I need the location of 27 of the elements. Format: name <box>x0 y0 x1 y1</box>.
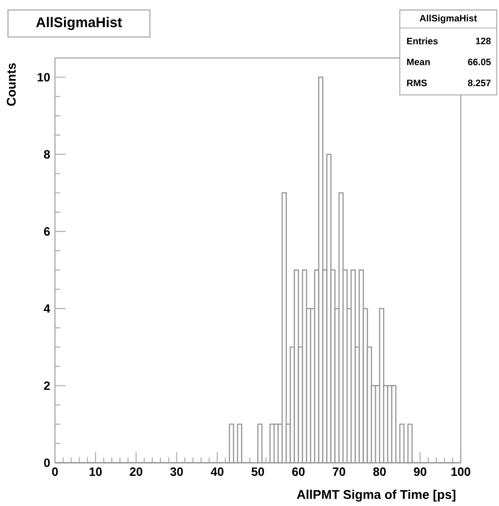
annotation: RMS <box>407 80 427 86</box>
text: 66.05 <box>468 58 491 66</box>
y-tick-label: 10 <box>38 72 50 82</box>
x-tick-label: 10 <box>90 467 102 476</box>
y-tick-label: 0 <box>44 458 50 467</box>
text: 128 <box>476 38 491 44</box>
text: AllSigmaHist <box>420 14 478 24</box>
y-axis-title: Counts <box>6 63 16 106</box>
x-tick-label: 40 <box>210 467 224 476</box>
text: Entries <box>407 38 438 44</box>
y-tick-label: 8 <box>44 150 50 159</box>
x-tick-label: 60 <box>292 467 305 476</box>
x-tick-label: 30 <box>170 467 184 476</box>
x-axis-title: AllPMT Sigma of Time [ps] <box>297 490 456 502</box>
x-tick-label: 80 <box>373 467 386 476</box>
x-tick-label: 70 <box>332 467 346 476</box>
text: 8.257 <box>468 80 491 86</box>
x-tick-label: 0 <box>52 467 58 476</box>
annotation: Mean <box>407 58 430 66</box>
y-tick-label: 2 <box>44 381 50 390</box>
x-tick-label: 90 <box>414 467 426 476</box>
chart-title: AllSigmaHist <box>36 16 122 30</box>
x-tick-label: 100 <box>452 467 470 476</box>
x-tick-label: 50 <box>252 467 264 476</box>
x-tick-label: 20 <box>130 467 142 476</box>
y-tick-label: 6 <box>44 227 50 236</box>
y-tick-label: 4 <box>44 304 50 313</box>
